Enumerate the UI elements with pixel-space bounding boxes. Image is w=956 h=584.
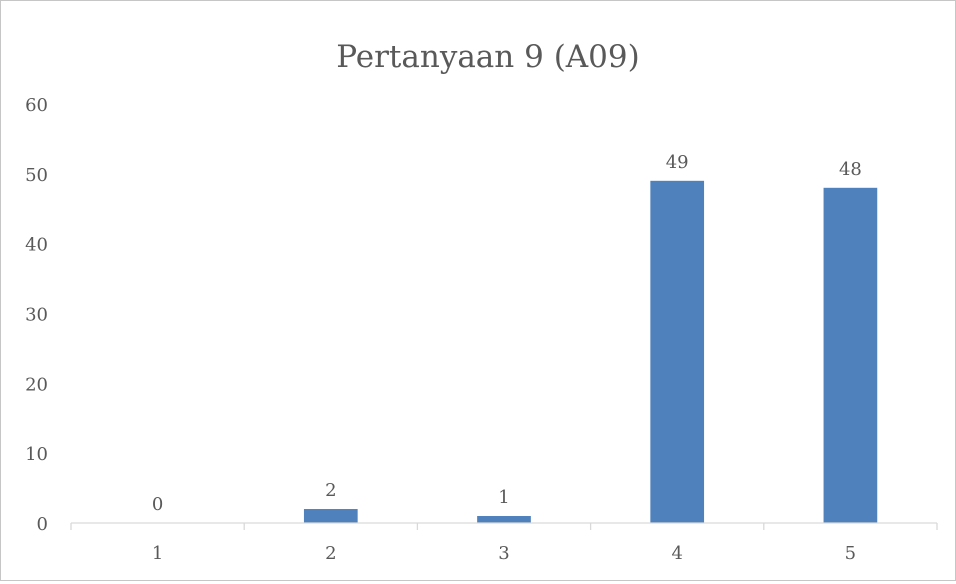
bar-2 <box>303 509 358 523</box>
bar-3 <box>477 516 531 523</box>
data-label: 1 <box>498 487 509 508</box>
y-tick-label: 30 <box>25 305 48 326</box>
chart-title: Pertanyaan 9 (A09) <box>336 39 639 75</box>
y-tick-label: 0 <box>37 514 48 535</box>
y-tick-label: 40 <box>25 235 48 256</box>
data-label: 49 <box>666 152 689 173</box>
data-label: 48 <box>839 159 862 180</box>
y-tick-label: 60 <box>25 95 48 116</box>
bar-5 <box>823 187 878 524</box>
x-tick-label: 1 <box>152 543 163 564</box>
y-axis-ticks: 0 10 20 30 40 50 60 <box>25 95 48 535</box>
data-label: 0 <box>152 494 163 515</box>
data-label: 2 <box>325 480 336 501</box>
y-tick-label: 10 <box>25 444 48 465</box>
x-tick-label: 2 <box>325 543 336 564</box>
x-tick-label: 5 <box>845 543 856 564</box>
bars-group <box>303 180 878 524</box>
bar-4 <box>650 180 705 524</box>
x-tick-label: 4 <box>671 543 682 564</box>
x-tick-label: 3 <box>498 543 509 564</box>
data-labels-group: 0 2 1 49 48 <box>152 152 862 515</box>
y-tick-label: 50 <box>25 165 48 186</box>
y-tick-label: 20 <box>25 374 48 395</box>
x-axis-labels: 1 2 3 4 5 <box>152 543 856 564</box>
x-axis-ticks <box>70 523 938 530</box>
